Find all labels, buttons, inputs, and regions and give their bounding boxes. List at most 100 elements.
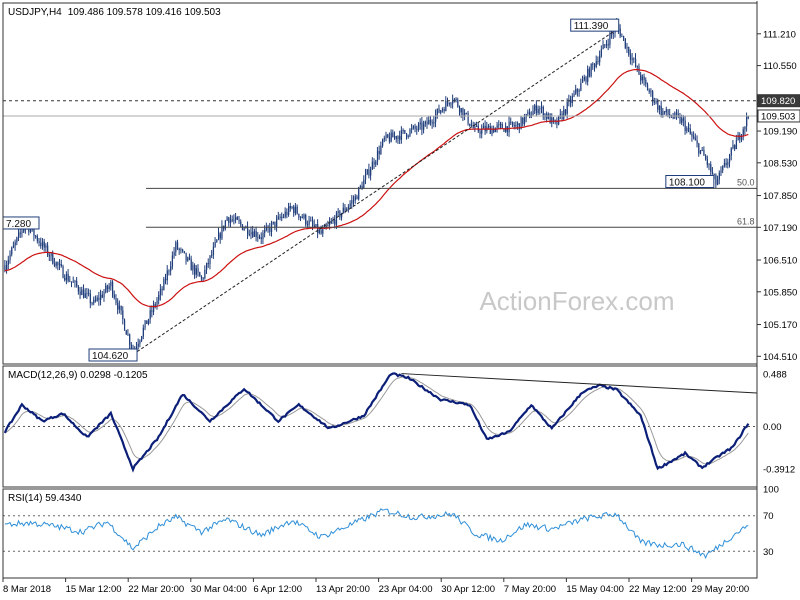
- x-tick-label: 22 May 12:00: [629, 584, 687, 595]
- candle-body: [645, 80, 647, 85]
- candle-body: [416, 128, 418, 130]
- candle-body: [170, 266, 172, 271]
- candle-body: [293, 206, 295, 214]
- candle-body: [4, 265, 6, 271]
- candle-body: [311, 220, 314, 225]
- candle-body: [257, 237, 259, 239]
- candle-body: [658, 105, 661, 110]
- x-tick-label: 30 Apr 12:00: [441, 584, 495, 595]
- candle-body: [571, 96, 573, 104]
- candle-body: [50, 252, 52, 257]
- candle-body: [450, 103, 452, 105]
- candle-body: [41, 241, 44, 247]
- candle-body: [653, 101, 656, 103]
- candle-body: [640, 74, 642, 81]
- candle-body: [566, 102, 568, 114]
- candle-body: [329, 222, 331, 225]
- candle-body: [112, 281, 114, 295]
- candle-body: [21, 231, 23, 233]
- candle-body: [231, 219, 233, 221]
- candle-body: [742, 129, 744, 137]
- candle-body: [117, 302, 119, 310]
- candle-body: [419, 122, 421, 125]
- candle-body: [378, 150, 380, 155]
- price-tick-label: 105.170: [763, 320, 797, 331]
- candle-body: [358, 187, 360, 200]
- candle-body: [590, 63, 592, 77]
- candle-body: [368, 169, 370, 176]
- candle-body: [484, 125, 486, 132]
- x-tick-label: 8 Mar 2018: [3, 584, 51, 595]
- candle-body: [438, 108, 440, 113]
- macd-tick-label: -0.3912: [763, 464, 795, 475]
- candle-body: [494, 127, 497, 133]
- candle-body: [53, 263, 56, 266]
- price-tick-label: 107.190: [763, 223, 797, 234]
- candle-body: [281, 216, 283, 219]
- candle-body: [182, 249, 184, 252]
- candle-body: [694, 138, 697, 141]
- x-tick-label: 23 Apr 04:00: [379, 584, 433, 595]
- candle-body: [517, 123, 519, 125]
- candle-body: [207, 262, 209, 265]
- candle-body: [298, 213, 300, 218]
- candle-body: [472, 125, 474, 128]
- candle-body: [470, 125, 473, 127]
- candle-body: [417, 124, 420, 130]
- candle-body: [204, 270, 206, 279]
- candle-body: [147, 319, 150, 324]
- candle-body: [219, 233, 221, 239]
- candle-body: [33, 227, 35, 236]
- candle-body: [523, 117, 526, 124]
- candle-body: [96, 297, 98, 301]
- candle-body: [489, 126, 491, 134]
- candle-body: [623, 36, 625, 39]
- candle-body: [16, 237, 18, 243]
- candle-body: [291, 206, 293, 209]
- candle-body: [383, 138, 385, 140]
- candle-body: [327, 224, 329, 227]
- candle-body: [250, 231, 252, 235]
- candle-body: [508, 121, 510, 133]
- candle-body: [611, 33, 613, 35]
- candle-body: [296, 206, 298, 214]
- candle-body: [701, 150, 703, 152]
- candle-body: [670, 115, 673, 118]
- candle-body: [192, 265, 194, 271]
- candle-body: [288, 206, 290, 215]
- candle-body: [588, 68, 591, 77]
- candle-body: [669, 114, 671, 116]
- candle-body: [710, 164, 712, 172]
- candle-body: [289, 206, 291, 209]
- candle-body: [544, 113, 546, 118]
- candle-body: [479, 131, 481, 134]
- candle-body: [269, 227, 271, 232]
- annotation-label: 108.100: [669, 178, 706, 189]
- candle-body: [744, 126, 746, 130]
- candle-body: [158, 294, 160, 301]
- candle-body: [159, 288, 162, 295]
- candle-body: [635, 58, 637, 67]
- candle-body: [217, 233, 220, 240]
- candle-body: [59, 264, 61, 266]
- candle-body: [522, 117, 524, 124]
- candle-body: [604, 44, 606, 46]
- candle-body: [146, 320, 148, 324]
- candle-body: [563, 109, 565, 119]
- candle-body: [137, 343, 139, 347]
- candle-body: [660, 105, 662, 116]
- annotation-label: 111.390: [574, 21, 609, 32]
- candle-body: [652, 91, 654, 102]
- candle-body: [713, 174, 715, 176]
- candle-body: [228, 217, 230, 223]
- candle-body: [67, 274, 69, 282]
- candle-body: [582, 80, 584, 83]
- candle-body: [183, 251, 186, 253]
- macd-signal-line: [4, 376, 749, 465]
- candle-body: [399, 136, 401, 140]
- candle-body: [703, 150, 705, 156]
- candle-body: [501, 124, 503, 129]
- candle-body: [265, 226, 268, 230]
- candle-body: [359, 185, 362, 188]
- rsi-panel: [3, 508, 757, 560]
